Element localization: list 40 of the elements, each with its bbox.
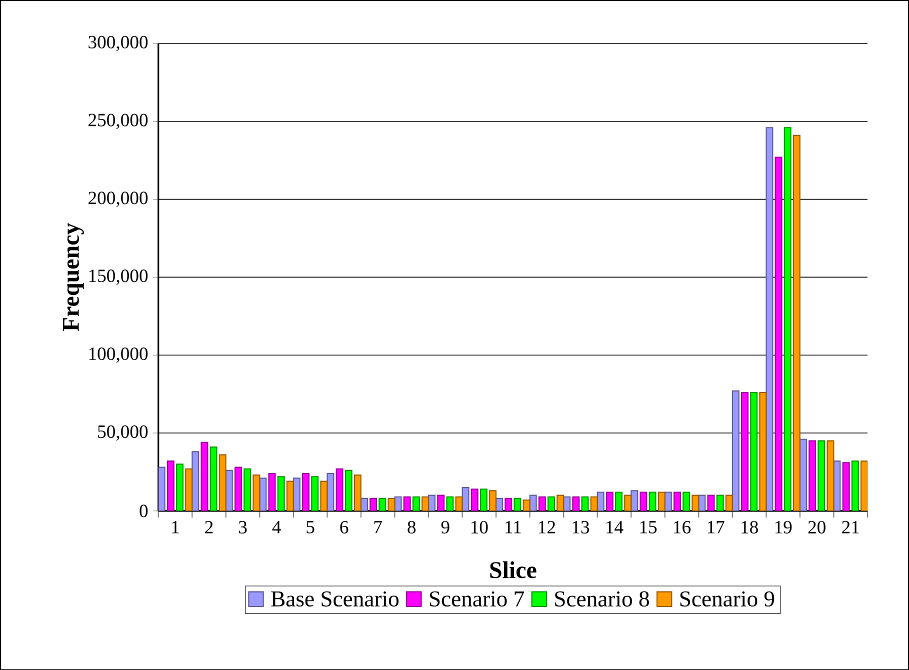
bar [192,451,200,511]
x-tick-label: 20 [808,520,826,534]
x-tick-label: 12 [539,520,555,534]
y-tick-label: 100,000 [89,347,148,363]
x-tick-label: 15 [640,520,657,534]
x-tick-label: 16 [674,520,691,534]
x-tick-label: 5 [306,520,314,534]
x-tick-label: 13 [572,520,590,534]
bar [158,466,166,511]
bar [732,390,740,511]
x-tick-label: 9 [441,520,450,534]
x-tick-label: 8 [408,520,416,534]
legend-label: Scenario 7 [430,591,524,606]
y-tick-label: 250,000 [88,114,148,129]
x-tick-label: 17 [708,520,724,534]
x-axis-title: Slice [490,561,536,578]
x-tick-label: 11 [506,520,521,534]
x-tick-label: 18 [742,520,758,534]
legend-label: Scenario 8 [555,591,649,606]
x-tick-label: 4 [272,520,281,534]
x-tick-label: 7 [374,520,382,534]
y-axis-title: Frequency [63,222,84,332]
legend-label: Scenario 9 [680,591,774,606]
y-tick-label: 200,000 [88,192,148,207]
bar [462,486,470,511]
bar [596,492,604,511]
legend-label: Base Scenario [271,591,399,606]
y-tick-label: 50,000 [98,425,148,441]
x-tick-label: 3 [239,520,247,534]
x-tick-label: 19 [775,520,792,534]
x-tick-label: 6 [340,520,348,534]
x-tick-label: 1 [172,520,179,534]
x-tick-label: 21 [842,520,859,534]
y-tick-label: 150,000 [89,269,148,285]
bar [766,126,774,511]
x-tick-label: 2 [205,520,213,534]
y-tick-label: 300,000 [88,36,148,51]
y-tick-label: 0 [140,504,148,518]
x-tick-label: 10 [471,520,488,534]
x-tick-label: 14 [606,520,624,534]
